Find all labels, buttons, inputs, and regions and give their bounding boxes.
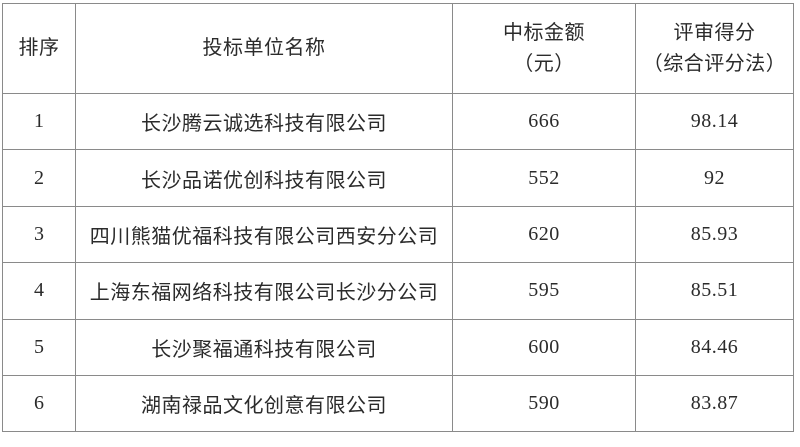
table-header-row: 排序 投标单位名称 中标金额 （元） 评审得分 <box>2 3 794 94</box>
column-header-rank-label: 排序 <box>18 37 60 59</box>
column-header-rank: 排序 <box>2 3 76 94</box>
cell-rank: 1 <box>2 92 76 151</box>
column-header-name: 投标单位名称 <box>75 3 453 94</box>
cell-amount: 590 <box>452 374 636 433</box>
cell-rank: 4 <box>2 262 76 320</box>
table-row: 3 四川熊猫优福科技有限公司西安分公司 620 85.93 <box>2 205 794 264</box>
cell-name: 长沙品诺优创科技有限公司 <box>75 149 453 207</box>
cell-amount: 620 <box>452 205 636 264</box>
cell-rank: 2 <box>2 149 76 207</box>
cell-name: 长沙腾云诚选科技有限公司 <box>75 92 453 151</box>
cell-amount: 666 <box>452 92 636 151</box>
cell-amount: 552 <box>452 149 636 207</box>
cell-score: 85.93 <box>635 205 794 264</box>
cell-score: 83.87 <box>635 374 794 433</box>
table-row: 6 湖南禄品文化创意有限公司 590 83.87 <box>2 374 794 433</box>
column-header-amount-label: 中标金额 <box>503 21 585 44</box>
table-row: 2 长沙品诺优创科技有限公司 552 92 <box>2 149 794 207</box>
column-header-name-label: 投标单位名称 <box>202 37 326 59</box>
column-header-score: 评审得分 （综合评分法） <box>635 3 794 94</box>
table-row: 5 长沙聚福通科技有限公司 600 84.46 <box>2 318 794 376</box>
table-header: 排序 投标单位名称 中标金额 （元） 评审得分 <box>2 3 794 94</box>
cell-rank: 3 <box>2 205 76 264</box>
cell-score: 85.51 <box>635 262 794 320</box>
cell-amount: 600 <box>452 318 636 376</box>
cell-score: 84.46 <box>635 318 794 376</box>
table-row: 4 上海东福网络科技有限公司长沙分公司 595 85.51 <box>2 262 794 320</box>
column-header-amount-unit: （元） <box>513 52 575 75</box>
cell-name: 四川熊猫优福科技有限公司西安分公司 <box>75 205 453 264</box>
cell-name: 上海东福网络科技有限公司长沙分公司 <box>75 262 453 320</box>
table-body: 1 长沙腾云诚选科技有限公司 666 98.14 2 长沙品诺优创科技有限公司 … <box>2 92 794 433</box>
cell-name: 长沙聚福通科技有限公司 <box>75 318 453 376</box>
cell-score: 98.14 <box>635 92 794 151</box>
cell-amount: 595 <box>452 262 636 320</box>
column-header-amount: 中标金额 （元） <box>452 3 636 94</box>
cell-rank: 6 <box>2 374 76 433</box>
table-row: 1 长沙腾云诚选科技有限公司 666 98.14 <box>2 92 794 151</box>
column-header-score-label: 评审得分 <box>673 21 756 44</box>
cell-name: 湖南禄品文化创意有限公司 <box>75 374 453 433</box>
cell-rank: 5 <box>2 318 76 376</box>
cell-score: 92 <box>635 149 794 207</box>
bid-results-table: 排序 投标单位名称 中标金额 （元） 评审得分 <box>2 3 794 433</box>
column-header-score-method: （综合评分法） <box>642 52 787 75</box>
